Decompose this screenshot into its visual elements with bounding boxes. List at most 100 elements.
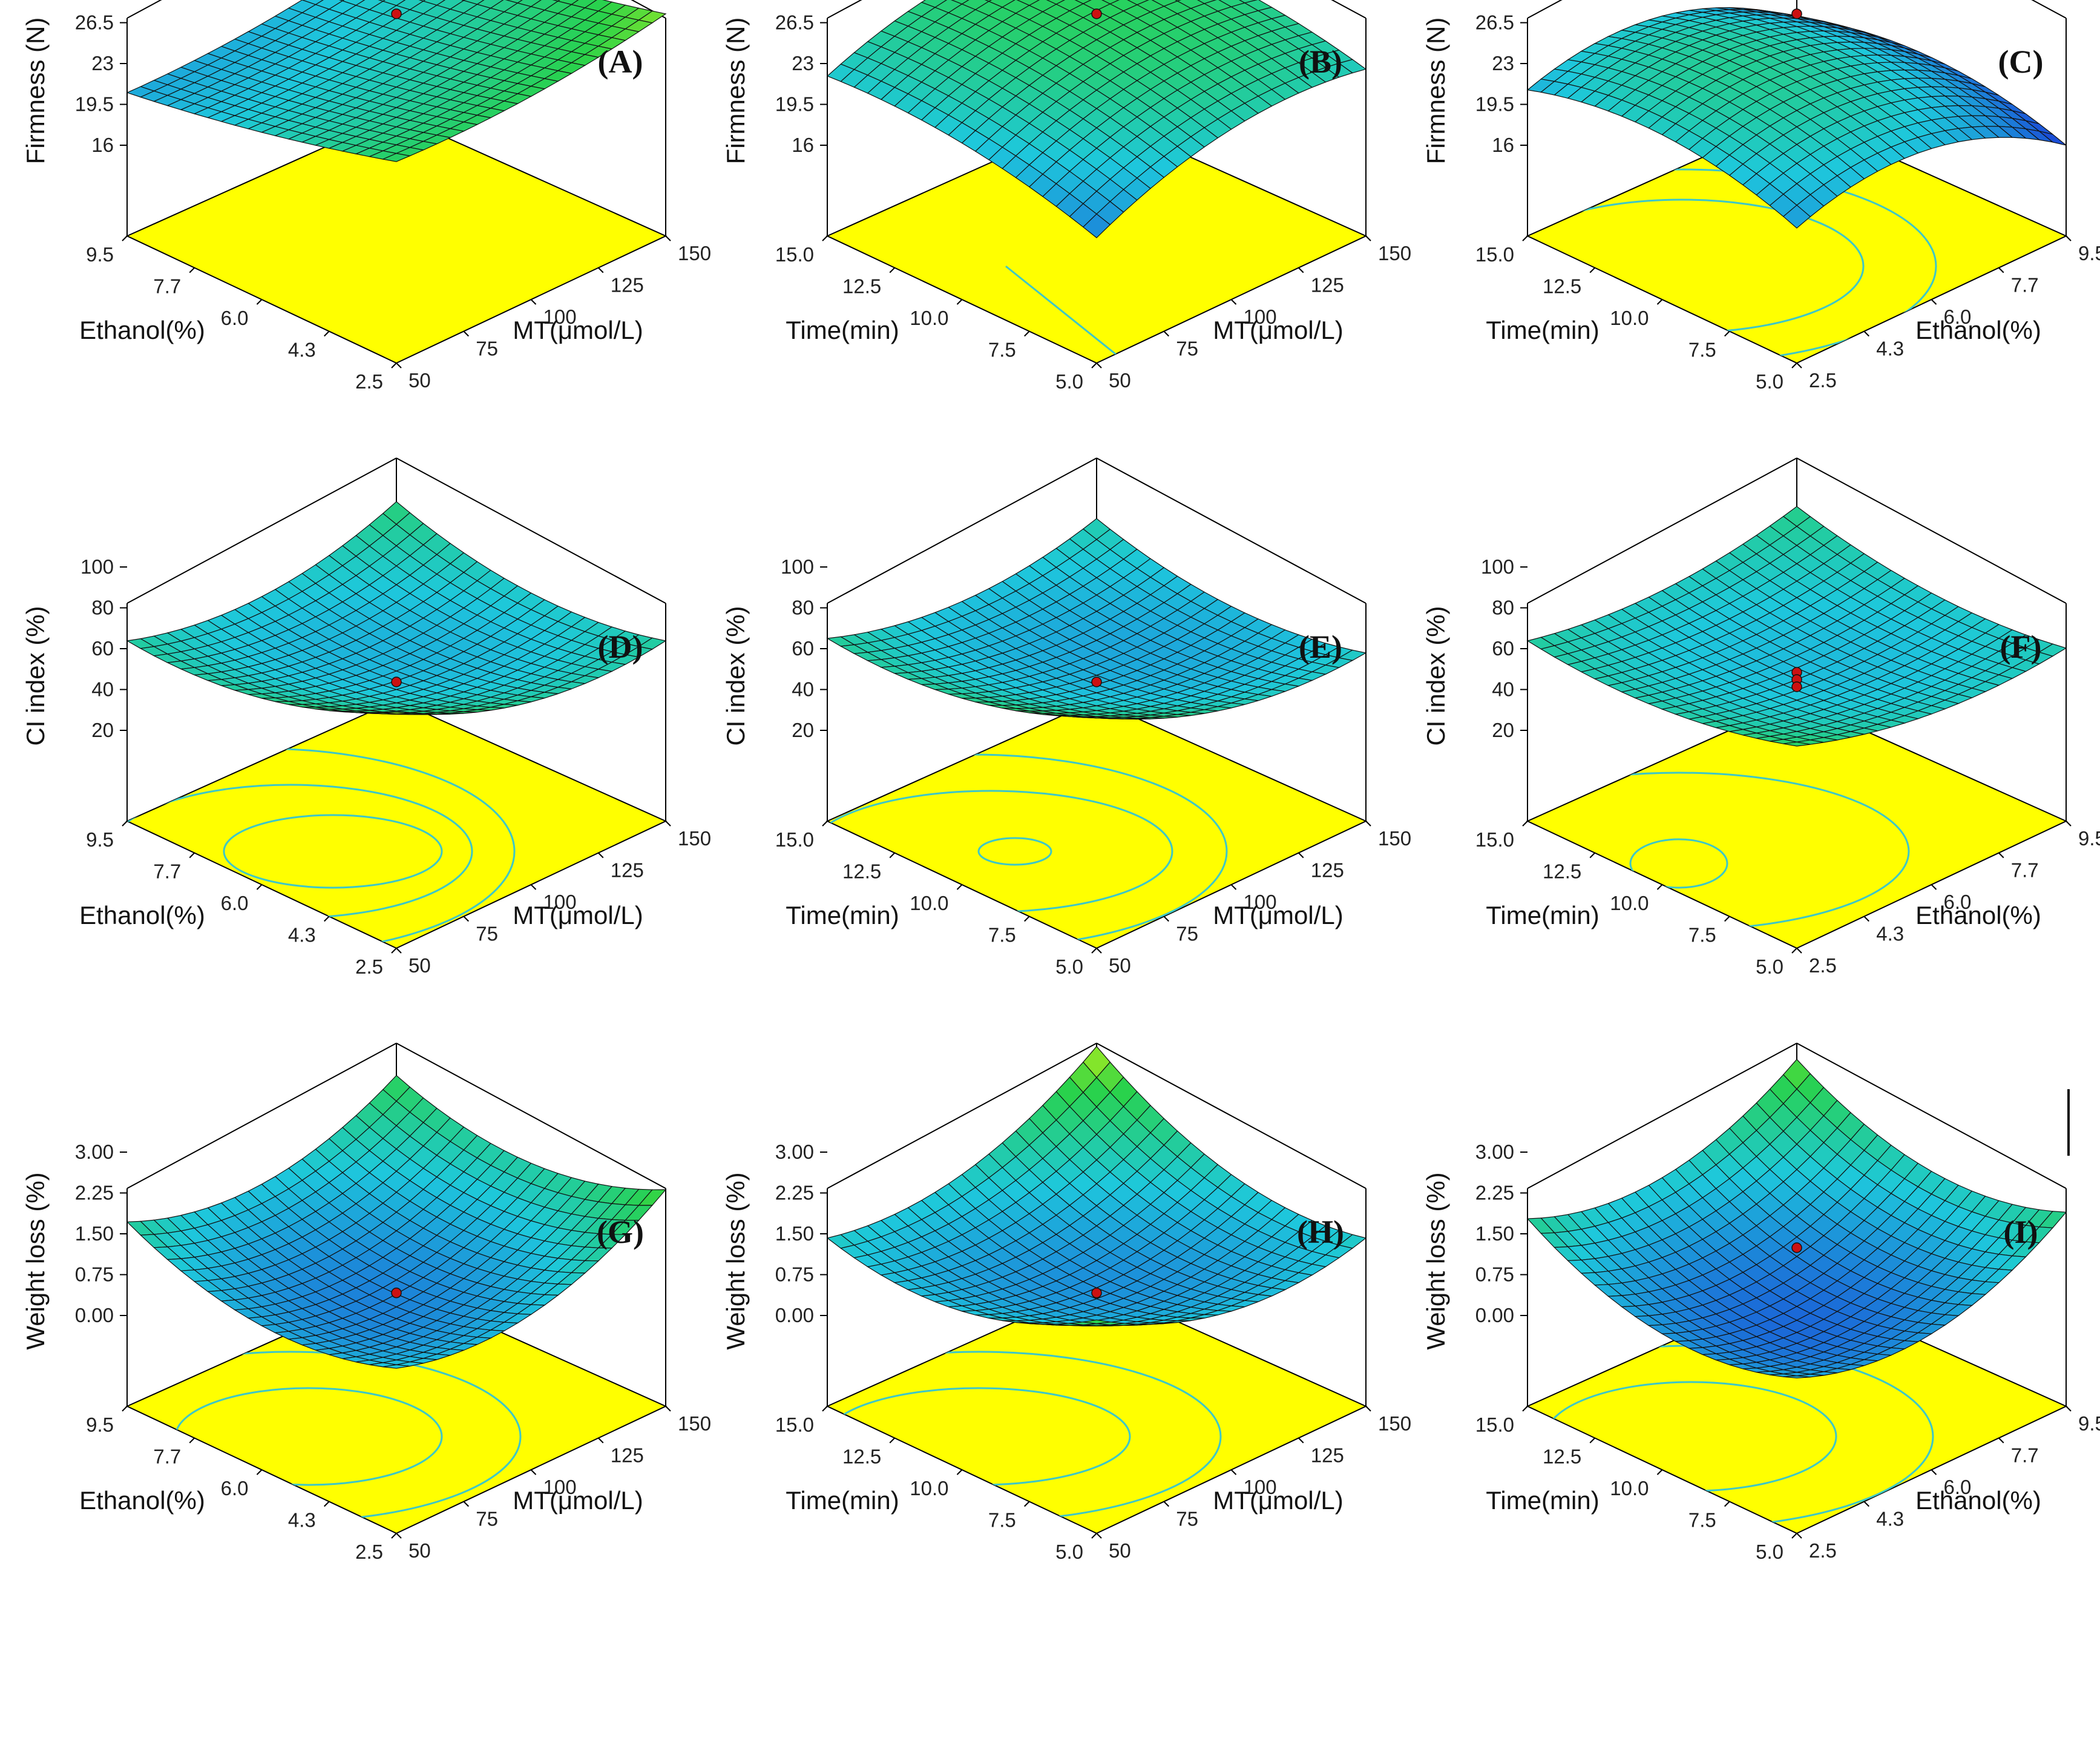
x-tick (1365, 821, 1371, 827)
surface-plot-I: 0.00 0.75 1.50 2.25 3.00 2.5 4.3 6.0 7.7 9.5 5.0 7.… (1422, 1043, 2100, 1563)
y-tick (956, 299, 963, 305)
y-tick-label: 9.5 (86, 243, 114, 266)
y-tick-label: 5.0 (1055, 1541, 1083, 1563)
wall-line (827, 457, 1097, 604)
y-tick-label: 2.5 (355, 370, 383, 393)
z-axis-label: CI index (%) (1422, 606, 1450, 745)
x-tick-label: 75 (476, 923, 498, 945)
z-tick-label: 80 (792, 597, 814, 619)
x-axis-label: MT(μmol/L) (1213, 1486, 1344, 1515)
x-tick (1230, 884, 1237, 890)
y-tick-label: 2.5 (355, 955, 383, 978)
x-tick-label: 75 (1176, 338, 1198, 360)
z-tick-label: 40 (792, 678, 814, 701)
contour-line (1629, 838, 1728, 889)
y-tick-label: 12.5 (842, 860, 881, 883)
design-point (1791, 8, 1802, 19)
y-tick (956, 884, 963, 890)
panel-D: 20 40 60 80 100 50 75 100 125 150 2.5 4.3 6.0 7.7 9.5 C… (0, 457, 711, 1170)
x-tick (1096, 362, 1102, 369)
x-tick (1230, 299, 1237, 305)
y-tick-label: 15.0 (775, 1414, 814, 1436)
x-tick (1998, 1437, 2004, 1444)
y-tick (256, 1469, 263, 1475)
x-tick-label: 75 (476, 1508, 498, 1530)
panel-H: 0.00 0.75 1.50 2.25 3.00 50 75 100 125 150 5.0 7.5 1… (700, 1043, 1411, 1755)
y-axis-label: Ethanol(%) (79, 1486, 205, 1515)
z-tick-label: 0.00 (1475, 1304, 1514, 1326)
y-tick-label: 4.3 (288, 339, 316, 361)
x-tick-label: 6.0 (1944, 306, 1972, 328)
x-tick (1796, 1533, 1802, 1539)
y-tick (822, 235, 828, 241)
y-tick (256, 884, 263, 890)
surface-cell (381, 152, 412, 162)
z-tick-label: 1.50 (1475, 1222, 1514, 1245)
x-tick-label: 50 (1109, 369, 1131, 391)
y-tick-label: 6.0 (221, 307, 249, 329)
x-tick-label: 9.5 (2078, 242, 2100, 264)
z-tick-label: 23 (1492, 52, 1514, 74)
surface-plot-A: 1619.52326.53050751001251502.54.36.07.79… (21, 0, 711, 393)
x-tick (1298, 1437, 1304, 1444)
x-tick (1931, 299, 1937, 305)
x-tick-label: 125 (611, 1444, 644, 1467)
z-axis-label: Firmness (N) (721, 18, 750, 165)
response-surface (826, 0, 1367, 238)
y-tick-label: 6.0 (221, 1477, 249, 1499)
x-tick-label: 7.7 (2011, 859, 2039, 882)
x-tick (2066, 1406, 2072, 1412)
x-tick (665, 1406, 671, 1412)
z-tick-label: 26.5 (1475, 11, 1514, 34)
y-axis-label: Time(min) (1486, 901, 1599, 929)
z-tick-label: 60 (792, 637, 814, 660)
x-tick (1096, 1533, 1102, 1539)
z-tick-label: 26.5 (775, 11, 814, 34)
wall-line (1096, 1043, 1367, 1189)
wall-line (1796, 457, 2067, 604)
contour-line (977, 837, 1052, 866)
z-tick-label: 2.25 (1475, 1182, 1514, 1204)
y-tick-label: 10.0 (910, 892, 948, 914)
design-point (1091, 1287, 1102, 1299)
response-surface (1526, 506, 2067, 747)
wall-line (1527, 1043, 1797, 1189)
z-axis-label: Weight loss (%) (1422, 1172, 1450, 1349)
x-tick-label: 50 (409, 954, 431, 977)
z-tick-label: 80 (1492, 597, 1514, 619)
response-surface (826, 518, 1367, 720)
panel-B: 1619.52326.53050751001251505.07.510.012.… (700, 0, 1411, 585)
x-axis-label: MT(μmol/L) (513, 901, 643, 929)
z-tick-label: 16 (91, 134, 114, 156)
y-tick-label: 7.5 (1688, 924, 1716, 946)
x-tick (1931, 1469, 1937, 1475)
surface-plot-B: 1619.52326.53050751001251505.07.510.012.… (721, 0, 1411, 393)
y-tick (1724, 1501, 1730, 1507)
z-tick-label: 20 (1492, 719, 1514, 741)
panel-label: (C) (1998, 44, 2044, 80)
y-tick-label: 12.5 (842, 275, 881, 298)
x-tick (463, 330, 469, 337)
y-tick (1024, 916, 1030, 922)
y-tick (1724, 330, 1730, 337)
x-tick (1796, 362, 1802, 369)
y-tick (1656, 299, 1663, 305)
x-tick-label: 150 (1378, 827, 1411, 850)
y-tick (189, 267, 195, 274)
y-tick (1522, 821, 1528, 827)
x-tick (1298, 267, 1304, 274)
y-tick-label: 9.5 (86, 828, 114, 851)
y-tick (956, 1469, 963, 1475)
x-tick-label: 100 (543, 306, 577, 328)
contour-line (223, 814, 443, 889)
design-point (391, 1287, 402, 1299)
y-tick (324, 1501, 330, 1507)
x-tick-label: 100 (1244, 1476, 1277, 1498)
wall-line (126, 457, 397, 604)
x-tick (1998, 267, 2004, 274)
y-tick (1589, 267, 1595, 274)
y-tick (1656, 1469, 1663, 1475)
y-tick-label: 5.0 (1055, 955, 1083, 978)
z-tick-label: 100 (80, 555, 114, 578)
